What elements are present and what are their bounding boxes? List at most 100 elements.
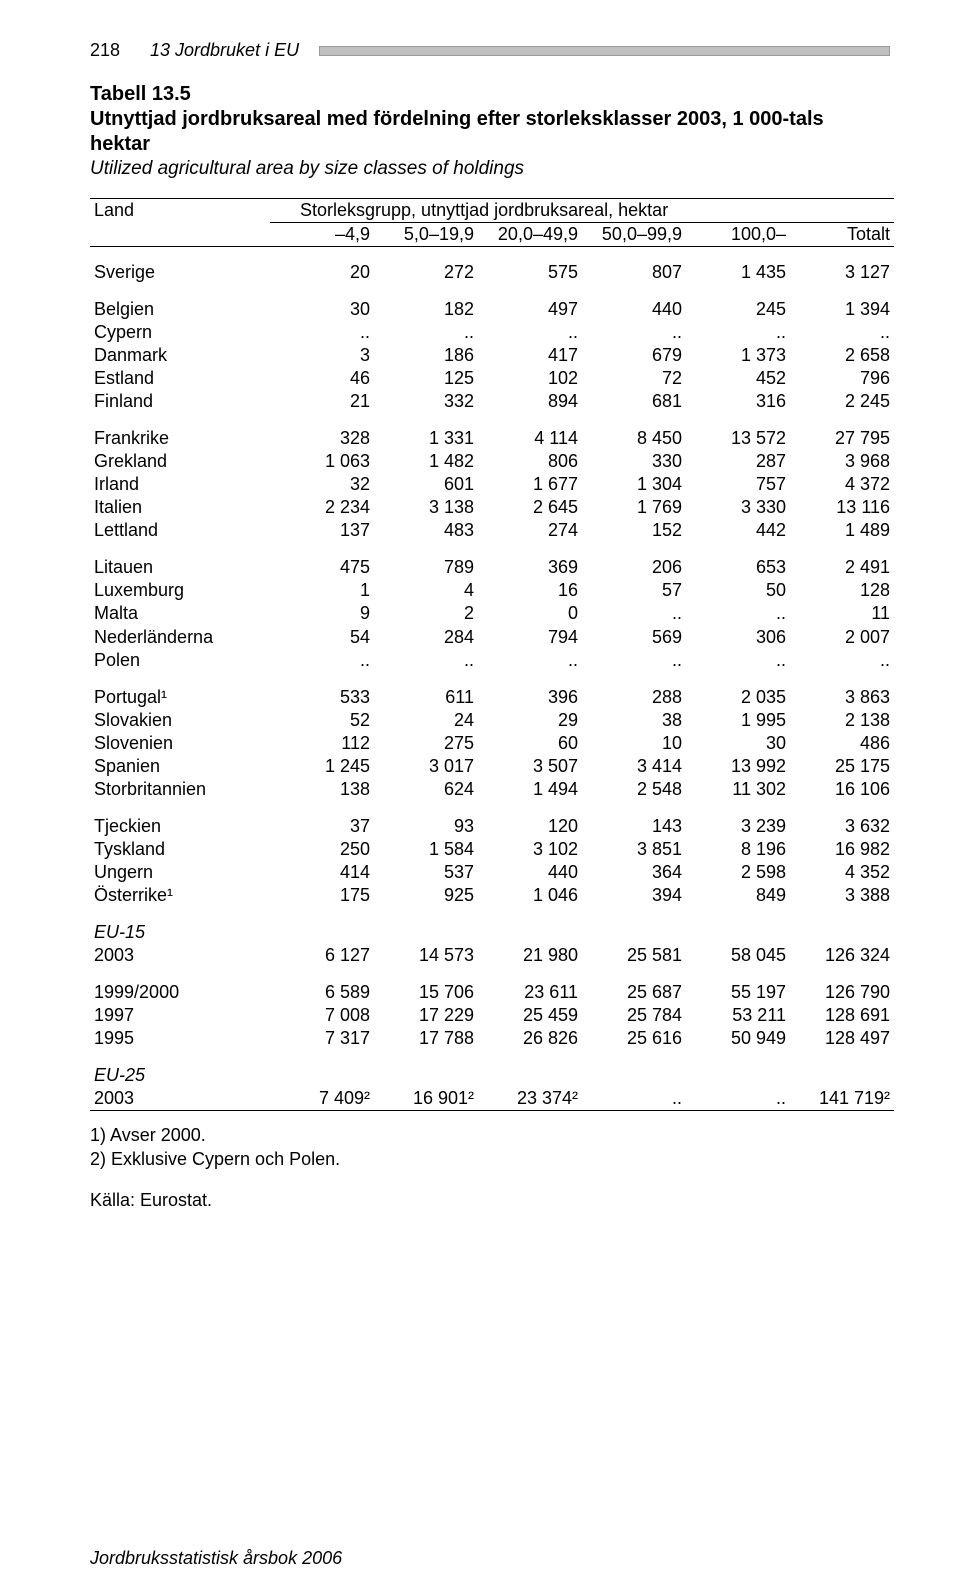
cell: 16 901² xyxy=(374,1087,478,1111)
table-row: Irland326011 6771 3047574 372 xyxy=(90,473,894,496)
row-label: 2003 xyxy=(90,1087,270,1111)
cell: 46 xyxy=(270,367,374,390)
cell: 1 489 xyxy=(790,519,894,542)
cell: 102 xyxy=(478,367,582,390)
cell: .. xyxy=(686,649,790,672)
cell: 2 xyxy=(374,602,478,625)
data-table: Land Storleksgrupp, utnyttjad jordbruksa… xyxy=(90,198,894,1111)
cell: 141 719² xyxy=(790,1087,894,1111)
spacer-row xyxy=(90,967,894,981)
row-label: Irland xyxy=(90,473,270,496)
row-label: Tyskland xyxy=(90,838,270,861)
row-label: Luxemburg xyxy=(90,579,270,602)
cell: 128 691 xyxy=(790,1004,894,1027)
row-label: Lettland xyxy=(90,519,270,542)
cell: 58 045 xyxy=(686,944,790,967)
cell: 288 xyxy=(582,686,686,709)
cell: 52 xyxy=(270,709,374,732)
cell: 624 xyxy=(374,778,478,801)
cell: 72 xyxy=(582,367,686,390)
table-row: Sverige202725758071 4353 127 xyxy=(90,261,894,284)
cell: 37 xyxy=(270,815,374,838)
row-label: Slovenien xyxy=(90,732,270,755)
cell: 287 xyxy=(686,450,790,473)
cell: 25 175 xyxy=(790,755,894,778)
spacer-row xyxy=(90,1050,894,1064)
cell: 2 234 xyxy=(270,496,374,519)
row-label: Ungern xyxy=(90,861,270,884)
footnote-1: 1) Avser 2000. xyxy=(90,1123,890,1147)
cell: 369 xyxy=(478,556,582,579)
footnotes: 1) Avser 2000. 2) Exklusive Cypern och P… xyxy=(90,1123,890,1172)
row-label: Malta xyxy=(90,602,270,625)
cell: 1 373 xyxy=(686,344,790,367)
cell: 681 xyxy=(582,390,686,413)
cell: 1 063 xyxy=(270,450,374,473)
cell: 3 xyxy=(270,344,374,367)
cell: .. xyxy=(582,602,686,625)
cell: 3 968 xyxy=(790,450,894,473)
table-row: Litauen4757893692066532 491 xyxy=(90,556,894,579)
cell: 306 xyxy=(686,626,790,649)
row-label: Sverige xyxy=(90,261,270,284)
row-label: Danmark xyxy=(90,344,270,367)
cell: 8 196 xyxy=(686,838,790,861)
cell: 14 573 xyxy=(374,944,478,967)
cell: 332 xyxy=(374,390,478,413)
cell: 3 863 xyxy=(790,686,894,709)
cell: 17 229 xyxy=(374,1004,478,1027)
spacer-row xyxy=(90,542,894,556)
cell: 4 114 xyxy=(478,427,582,450)
row-label: EU-15 xyxy=(90,921,270,944)
source: Källa: Eurostat. xyxy=(90,1190,890,1211)
table-row: 19957 31717 78826 82625 61650 949128 497 xyxy=(90,1027,894,1050)
cell: 2 658 xyxy=(790,344,894,367)
cell: 2 598 xyxy=(686,861,790,884)
cell: 25 581 xyxy=(582,944,686,967)
cell: 137 xyxy=(270,519,374,542)
cell: 245 xyxy=(686,298,790,321)
table-row: Frankrike3281 3314 1148 45013 57227 795 xyxy=(90,427,894,450)
row-label: Finland xyxy=(90,390,270,413)
cell: 26 826 xyxy=(478,1027,582,1050)
col-c3: 50,0–99,9 xyxy=(582,223,686,247)
cell: 55 197 xyxy=(686,981,790,1004)
cell: 16 982 xyxy=(790,838,894,861)
cell: 186 xyxy=(374,344,478,367)
row-label: 1999/2000 xyxy=(90,981,270,1004)
cell: 440 xyxy=(582,298,686,321)
cell: 8 450 xyxy=(582,427,686,450)
cell: 1 494 xyxy=(478,778,582,801)
cell: 272 xyxy=(374,261,478,284)
cell: 6 589 xyxy=(270,981,374,1004)
table-row: 20037 409²16 901²23 374²....141 719² xyxy=(90,1087,894,1111)
row-label: Litauen xyxy=(90,556,270,579)
table-row: Lettland1374832741524421 489 xyxy=(90,519,894,542)
cell: 21 xyxy=(270,390,374,413)
row-label: Estland xyxy=(90,367,270,390)
cell: 364 xyxy=(582,861,686,884)
cell: 3 851 xyxy=(582,838,686,861)
cell: 7 409² xyxy=(270,1087,374,1111)
row-label: Polen xyxy=(90,649,270,672)
row-label: Tjeckien xyxy=(90,815,270,838)
cell: 757 xyxy=(686,473,790,496)
cell: 128 497 xyxy=(790,1027,894,1050)
cell: 653 xyxy=(686,556,790,579)
cell: 1 xyxy=(270,579,374,602)
table-row: Ungern4145374403642 5984 352 xyxy=(90,861,894,884)
cell: .. xyxy=(478,649,582,672)
cell: 60 xyxy=(478,732,582,755)
table-row: 20036 12714 57321 98025 58158 045126 324 xyxy=(90,944,894,967)
cell: 53 211 xyxy=(686,1004,790,1027)
table-row: 1999/20006 58915 70623 61125 68755 19712… xyxy=(90,981,894,1004)
cell: .. xyxy=(582,649,686,672)
table-row: Belgien301824974402451 394 xyxy=(90,298,894,321)
cell: .. xyxy=(374,649,478,672)
row-label: Österrike¹ xyxy=(90,884,270,907)
cell: 24 xyxy=(374,709,478,732)
row-label: 1997 xyxy=(90,1004,270,1027)
cell: 32 xyxy=(270,473,374,496)
table-body: Sverige202725758071 4353 127 Belgien30182… xyxy=(90,247,894,1111)
cell: 2 035 xyxy=(686,686,790,709)
